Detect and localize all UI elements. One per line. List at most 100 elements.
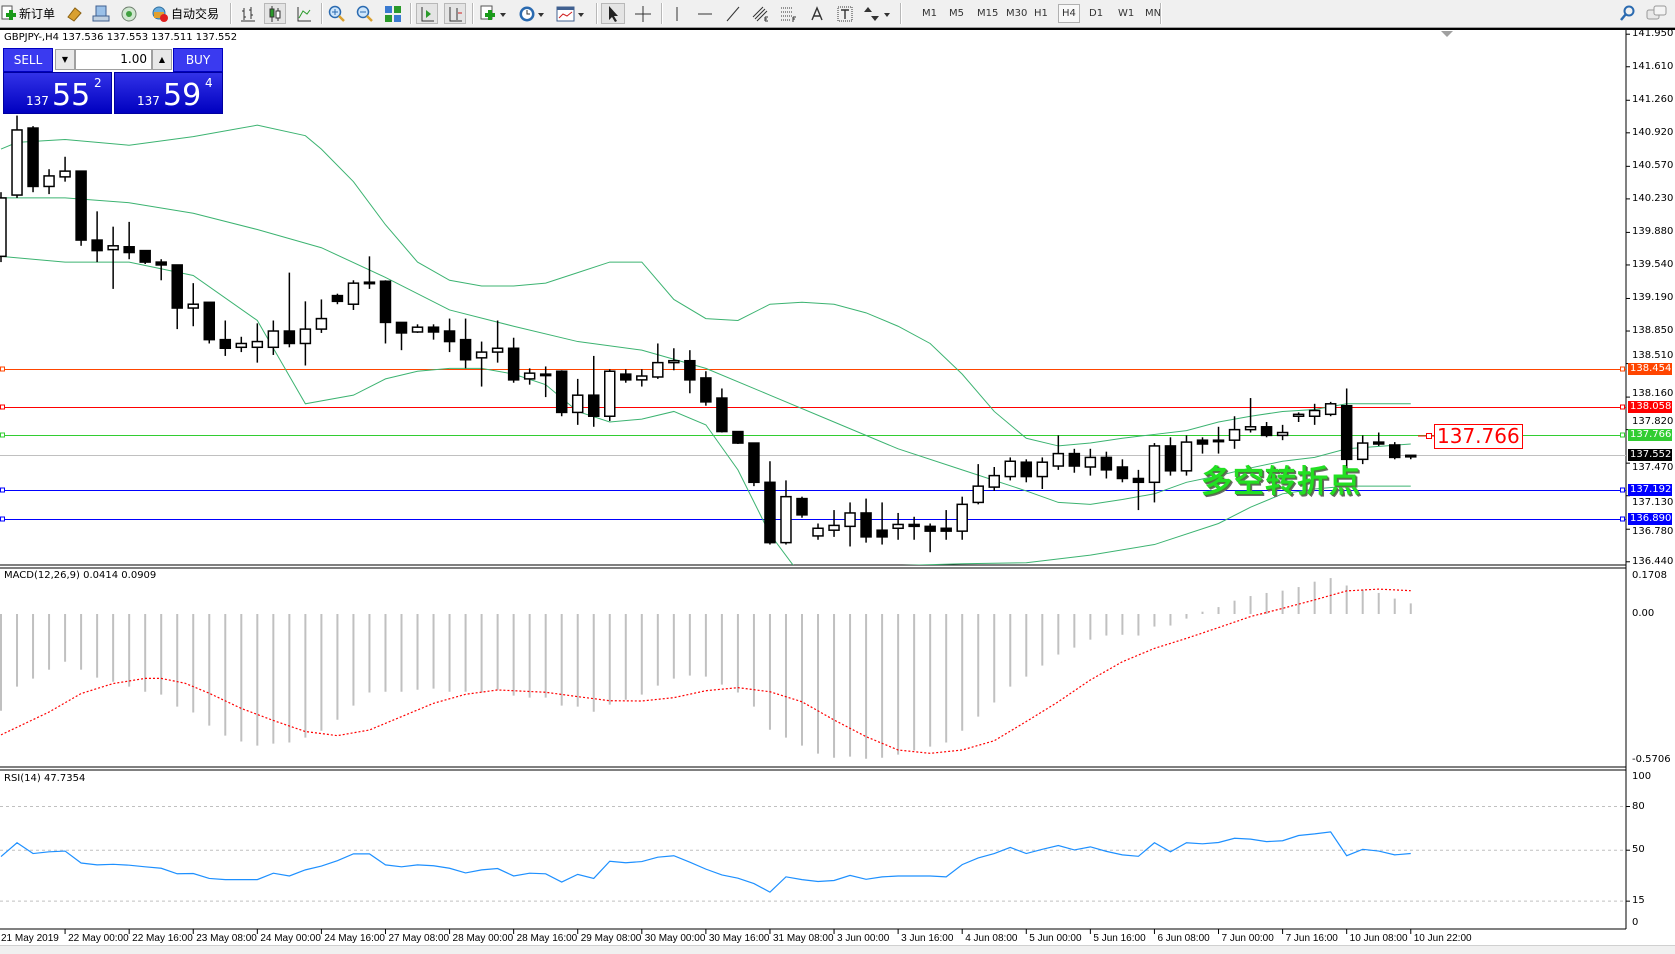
candle-bullish	[491, 347, 504, 353]
candle-bearish	[700, 377, 712, 403]
crosshair-button[interactable]	[631, 3, 655, 24]
arrows-button[interactable]	[862, 3, 894, 24]
annotation-text[interactable]: 多空转折点	[1201, 464, 1361, 500]
candle-bearish	[796, 497, 808, 516]
time-axis-label: 28 May 16:00	[516, 933, 578, 944]
candle-bearish	[1100, 456, 1113, 471]
candle-bearish	[716, 397, 728, 433]
candle-bullish	[1004, 460, 1017, 478]
equidistant-channel-icon	[752, 6, 768, 21]
period-m5-button[interactable]: M5	[949, 8, 964, 19]
templates-icon	[556, 6, 584, 21]
period-h1-button[interactable]: H1	[1034, 8, 1048, 19]
candle-bearish	[27, 127, 39, 188]
bar-chart-button[interactable]	[237, 3, 259, 24]
candle-bullish	[475, 351, 488, 359]
trendline-button[interactable]	[722, 3, 744, 24]
market-watch-button[interactable]	[64, 3, 84, 24]
period-m30-button[interactable]: M30	[1006, 8, 1028, 19]
period-mn-button[interactable]: MN	[1145, 8, 1162, 19]
sell-button[interactable]: SELL	[3, 48, 53, 72]
tile-windows-button[interactable]	[382, 3, 404, 24]
line-chart-button[interactable]	[293, 3, 315, 24]
zoom-out-icon	[356, 5, 373, 22]
zoom-in-button[interactable]	[326, 3, 348, 24]
horizontal-line-icon	[698, 13, 712, 14]
candle-bearish	[764, 481, 776, 544]
tile-windows-icon	[385, 5, 401, 22]
price-axis-label: 139.540	[1632, 258, 1674, 270]
candle-bearish	[1132, 477, 1145, 484]
time-axis-label: 21 May 2019	[1, 933, 59, 944]
candle-bullish	[636, 375, 648, 381]
buy-price-fraction: 4	[205, 76, 213, 90]
auto-trading-button[interactable]: 自动交易	[147, 3, 223, 24]
candle-bullish	[523, 372, 536, 380]
price-axis-label: 137.130	[1632, 496, 1674, 508]
candle-bullish	[43, 175, 55, 188]
horizontal-line-button[interactable]	[694, 3, 716, 24]
bollinger-lower-band	[0, 255, 1411, 565]
lot-decrease-button[interactable]: ▼	[55, 49, 75, 70]
candle-bearish	[75, 170, 87, 241]
candle-bullish	[844, 512, 856, 528]
time-axis-label: 24 May 16:00	[324, 933, 385, 944]
indicators-button[interactable]	[478, 3, 510, 24]
bollinger-middle-band	[1, 197, 1411, 505]
sell-price-fraction: 2	[94, 76, 102, 90]
chart-window-frame	[0, 28, 1675, 30]
time-axis-label: 24 May 00:00	[260, 933, 321, 944]
candle-bullish	[780, 495, 792, 544]
search-button[interactable]	[1617, 3, 1637, 24]
chart-shift-button[interactable]	[444, 3, 466, 24]
candle-bullish	[539, 373, 552, 377]
trendline-icon	[726, 6, 740, 21]
new-order-button[interactable]: 新订单	[0, 3, 56, 24]
price-axis-label: 139.190	[1632, 292, 1674, 304]
zoom-out-button[interactable]	[354, 3, 376, 24]
price-axis-label: 138.160	[1632, 387, 1674, 399]
cursor-button[interactable]	[601, 3, 625, 24]
candle-bearish	[1020, 461, 1033, 478]
time-axis-label: 23 May 08:00	[196, 933, 257, 944]
templates-button[interactable]	[554, 3, 588, 24]
candle-bullish	[1212, 439, 1225, 443]
new-order-icon	[1, 5, 16, 20]
candlestick-button[interactable]	[264, 3, 286, 24]
line-chart-icon	[297, 6, 311, 21]
period-h4-button[interactable]: H4	[1058, 4, 1080, 23]
lot-increase-button[interactable]: ▲	[152, 49, 172, 70]
signals-button[interactable]	[119, 3, 139, 24]
navigator-button[interactable]	[91, 3, 111, 24]
lot-size-input[interactable]: 1.00	[75, 49, 152, 70]
candle-bullish	[235, 342, 248, 349]
auto-scroll-button[interactable]	[416, 3, 438, 24]
period-m15-button[interactable]: M15	[977, 8, 999, 19]
candle-bearish	[732, 430, 744, 444]
period-d1-button[interactable]: D1	[1089, 8, 1104, 19]
period-m1-button[interactable]: M1	[922, 8, 937, 19]
candle-bullish	[299, 328, 312, 345]
candle-bearish	[555, 370, 568, 414]
period-w1-button[interactable]: W1	[1118, 8, 1135, 19]
text-label-button[interactable]	[834, 3, 856, 24]
macd-axis-label: 0.00	[1632, 608, 1655, 619]
candle-bullish	[1276, 431, 1289, 437]
text-button[interactable]	[806, 3, 828, 24]
toolbar-separator	[321, 3, 323, 24]
candle-bearish	[684, 359, 696, 381]
sell-price-button[interactable]: 137 55 2	[3, 72, 112, 114]
periods-button[interactable]	[516, 3, 548, 24]
toolbar-separator	[661, 3, 663, 24]
candle-bullish	[1052, 452, 1065, 467]
price-text-label[interactable]: 137.766	[1434, 424, 1523, 449]
sell-price-prefix: 137	[26, 94, 49, 108]
buy-price-button[interactable]: 137 59 4	[114, 72, 223, 114]
vertical-line-button[interactable]	[666, 3, 688, 24]
candle-bearish	[91, 239, 103, 252]
fibonacci-button[interactable]	[778, 3, 800, 24]
buy-button[interactable]: BUY	[173, 48, 223, 72]
equidistant-channel-button[interactable]	[750, 3, 772, 24]
chat-button[interactable]	[1645, 3, 1669, 24]
